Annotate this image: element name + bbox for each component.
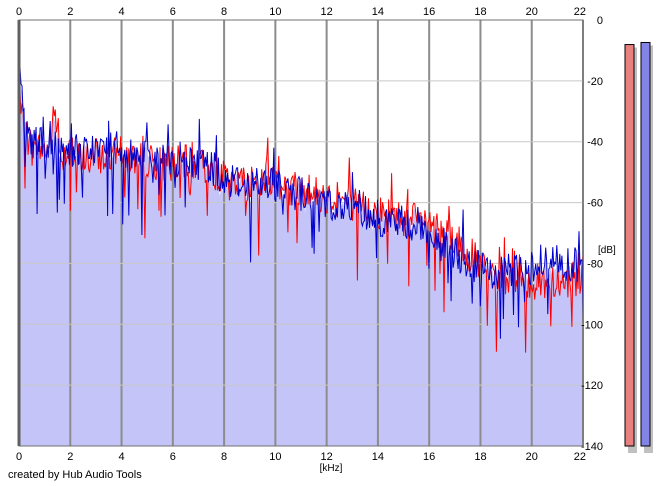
x-tick-label-top: 20 [526, 6, 538, 18]
y-tick-label: -120 [581, 380, 603, 392]
x-tick-label-top: 10 [269, 6, 281, 18]
y-tick-label: -20 [587, 76, 603, 88]
y-tick-labels: 0 -20 -40 -60 -80 -100 -120 -140 [581, 15, 603, 453]
x-tick-label-bottom: 6 [170, 451, 176, 463]
x-tick-label-top: 2 [67, 6, 73, 18]
series-lines [18, 66, 584, 353]
x-tick-label-bottom: 14 [372, 451, 384, 463]
x-tick-label-bottom: 12 [321, 451, 333, 463]
level-meter-left [624, 44, 635, 447]
x-tick-label-top: 4 [118, 6, 124, 18]
x-tick-label-top: 16 [423, 6, 435, 18]
y-tick-label: -140 [581, 441, 603, 453]
y-tick-label: -80 [587, 258, 603, 270]
x-tick-labels-top: 0 2 4 6 8 10 12 14 16 18 20 22 [16, 6, 586, 18]
x-tick-label-bottom: 22 [574, 451, 586, 463]
x-tick-label-top: 18 [474, 6, 486, 18]
y-tick-label: -60 [587, 198, 603, 210]
x-tick-label-top: 6 [170, 6, 176, 18]
x-tick-label-top: 0 [16, 6, 22, 18]
y-axis-label: [dB] [598, 245, 616, 256]
y-tick-label: -100 [581, 319, 603, 331]
series-line-2 [18, 66, 584, 339]
y-tick-label: -40 [587, 137, 603, 149]
x-tick-label-top: 12 [321, 6, 333, 18]
level-meters [624, 41, 653, 454]
x-tick-label-top: 8 [221, 6, 227, 18]
x-tick-label-bottom: 8 [221, 451, 227, 463]
x-tick-label-bottom: 0 [16, 451, 22, 463]
x-tick-label-bottom: 20 [526, 451, 538, 463]
credit-text: created by Hub Audio Tools [8, 469, 142, 481]
x-tick-label-bottom: 18 [474, 451, 486, 463]
x-tick-label-bottom: 10 [269, 451, 281, 463]
x-tick-label-bottom: 4 [118, 451, 124, 463]
x-tick-label-top: 22 [574, 6, 586, 18]
y-tick-label: 0 [597, 15, 603, 27]
x-axis-label: [kHz] [320, 463, 343, 474]
level-meter-right [640, 41, 651, 447]
x-tick-label-top: 14 [372, 6, 384, 18]
x-tick-labels-bottom: 0 2 4 6 8 10 12 14 16 18 20 22 [16, 451, 586, 463]
x-tick-label-bottom: 16 [423, 451, 435, 463]
plot-frame [17, 19, 584, 447]
x-tick-label-bottom: 2 [67, 451, 73, 463]
